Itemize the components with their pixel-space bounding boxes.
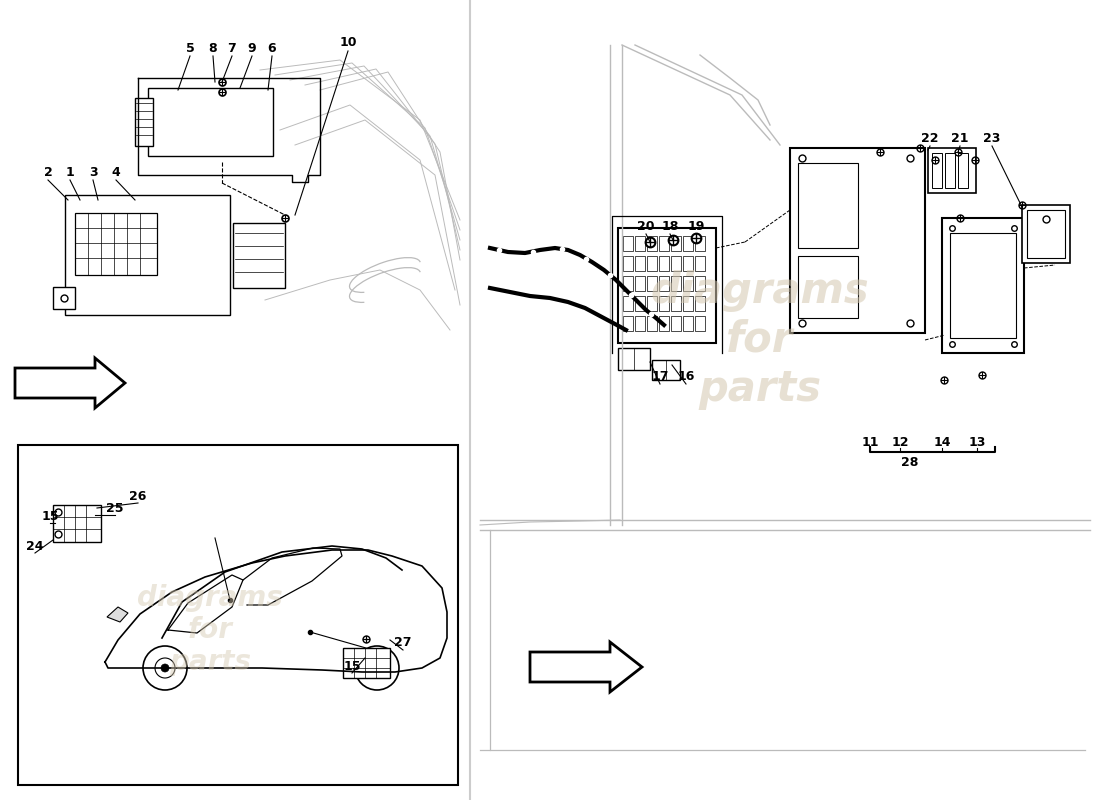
Text: 27: 27: [394, 637, 411, 650]
Text: 15: 15: [42, 510, 58, 522]
Text: 1: 1: [66, 166, 75, 178]
Text: 19: 19: [688, 219, 705, 233]
Text: 20: 20: [637, 219, 654, 233]
Text: 8: 8: [209, 42, 218, 54]
Text: 17: 17: [651, 370, 669, 382]
Text: 14: 14: [933, 437, 950, 450]
Bar: [671, 296, 681, 311]
Bar: [65, 195, 230, 315]
Text: 5: 5: [186, 42, 195, 54]
Bar: [671, 316, 681, 331]
Bar: [647, 256, 657, 271]
Bar: [958, 153, 968, 188]
Bar: [635, 316, 645, 331]
Bar: [942, 218, 1024, 353]
Text: 25: 25: [107, 502, 123, 514]
Bar: [635, 236, 645, 251]
Text: 4: 4: [111, 166, 120, 178]
Bar: [695, 296, 705, 311]
Bar: [798, 163, 858, 248]
Text: 28: 28: [901, 455, 918, 469]
Text: 3: 3: [89, 166, 97, 178]
Text: 21: 21: [952, 131, 969, 145]
Text: 13: 13: [968, 437, 986, 450]
Circle shape: [373, 664, 381, 672]
Bar: [798, 256, 858, 318]
Text: 11: 11: [861, 437, 879, 450]
Bar: [623, 316, 632, 331]
Bar: [950, 233, 1016, 338]
Bar: [695, 276, 705, 291]
Text: 2: 2: [44, 166, 53, 178]
Bar: [635, 256, 645, 271]
Bar: [647, 296, 657, 311]
Text: 18: 18: [661, 219, 679, 233]
Bar: [343, 648, 390, 678]
Bar: [652, 360, 680, 380]
Text: 6: 6: [267, 42, 276, 54]
Text: 16: 16: [678, 370, 695, 382]
Bar: [647, 276, 657, 291]
Bar: [671, 256, 681, 271]
Bar: [659, 316, 669, 331]
Bar: [75, 213, 157, 275]
Bar: [1027, 210, 1065, 258]
Bar: [659, 256, 669, 271]
Text: 15: 15: [343, 659, 361, 673]
Bar: [928, 148, 976, 193]
Bar: [647, 316, 657, 331]
Bar: [659, 276, 669, 291]
Bar: [148, 88, 273, 156]
Text: 10: 10: [339, 37, 356, 50]
Bar: [53, 505, 101, 542]
Text: 7: 7: [228, 42, 236, 54]
Bar: [695, 256, 705, 271]
Bar: [635, 296, 645, 311]
Polygon shape: [15, 358, 125, 408]
Bar: [233, 223, 285, 288]
Bar: [647, 236, 657, 251]
Bar: [1022, 205, 1070, 263]
Circle shape: [161, 664, 169, 672]
Bar: [683, 256, 693, 271]
Polygon shape: [530, 642, 642, 692]
Text: 22: 22: [922, 131, 938, 145]
Bar: [671, 236, 681, 251]
Bar: [683, 236, 693, 251]
Polygon shape: [107, 607, 128, 622]
Bar: [671, 276, 681, 291]
Bar: [623, 256, 632, 271]
Text: diagrams
for
parts: diagrams for parts: [651, 270, 869, 410]
Bar: [135, 98, 153, 146]
Text: diagrams
for
parts: diagrams for parts: [138, 584, 283, 677]
Bar: [659, 296, 669, 311]
Bar: [683, 296, 693, 311]
Bar: [18, 445, 458, 785]
Text: 24: 24: [26, 539, 44, 553]
Bar: [635, 276, 645, 291]
Bar: [623, 296, 632, 311]
Bar: [695, 316, 705, 331]
Bar: [932, 153, 942, 188]
Bar: [683, 316, 693, 331]
Text: 12: 12: [891, 437, 909, 450]
Bar: [623, 276, 632, 291]
Bar: [695, 236, 705, 251]
Bar: [618, 228, 716, 343]
Bar: [945, 153, 955, 188]
Text: 9: 9: [248, 42, 256, 54]
Bar: [659, 236, 669, 251]
Text: 26: 26: [130, 490, 146, 502]
Bar: [623, 236, 632, 251]
Bar: [790, 148, 925, 333]
Text: 23: 23: [983, 131, 1001, 145]
Bar: [618, 348, 650, 370]
Bar: [53, 287, 75, 309]
Bar: [683, 276, 693, 291]
